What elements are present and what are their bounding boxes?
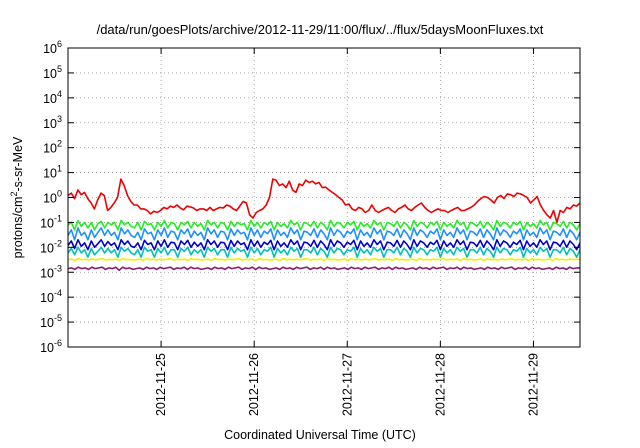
chart-title: /data/run/goesPlots/archive/2012-11-29/1… — [96, 22, 544, 37]
series-line-7 — [67, 266, 580, 272]
x-tick-label: 2012-11-29 — [526, 353, 540, 416]
series-group — [67, 178, 581, 272]
grid — [68, 48, 580, 347]
x-tick-label: 2012-11-25 — [154, 353, 168, 416]
y-tick-label: 10-6 — [40, 338, 62, 355]
y-tick-label: 102 — [43, 139, 62, 156]
x-tick-label: 2012-11-28 — [433, 353, 447, 416]
y-axis-label-sup: 2 — [9, 192, 19, 197]
series-line-5 — [67, 246, 581, 259]
series-line-3 — [67, 227, 581, 241]
y-axis-label-rest: -s-sr-MeV — [11, 136, 25, 192]
y-axis-label: protons/cm2-s-sr-MeV — [9, 136, 25, 258]
series-line-1 — [67, 178, 581, 224]
y-tick-label: 10-3 — [40, 263, 62, 280]
y-tick-label: 105 — [43, 64, 62, 81]
y-axis-label-text: protons/cm2-s-sr-MeV — [9, 136, 25, 258]
series-line-4 — [67, 239, 581, 251]
axis-ticks: 10-6 10-5 10-4 10-3 10-2 10-1 100 101 102 103 104 1… — [40, 39, 580, 416]
x-tick-label: 2012-11-26 — [247, 353, 261, 416]
y-tick-label: 106 — [43, 39, 62, 56]
series-line-6 — [67, 257, 580, 262]
y-tick-label: 100 — [43, 189, 62, 206]
y-tick-label: 10-2 — [40, 238, 62, 255]
y-axis-label-main: protons/cm — [11, 197, 25, 259]
y-tick-label: 101 — [43, 164, 62, 181]
y-tick-label: 103 — [43, 114, 62, 131]
x-tick-label: 2012-11-27 — [340, 353, 354, 416]
y-tick-label: 10-5 — [40, 313, 62, 330]
x-axis-label: Coordinated Universal Time (UTC) — [224, 428, 416, 442]
y-tick-label: 10-1 — [40, 213, 62, 230]
y-tick-label: 104 — [43, 89, 62, 106]
y-tick-label: 10-4 — [40, 288, 62, 305]
series-line-2 — [67, 219, 581, 231]
